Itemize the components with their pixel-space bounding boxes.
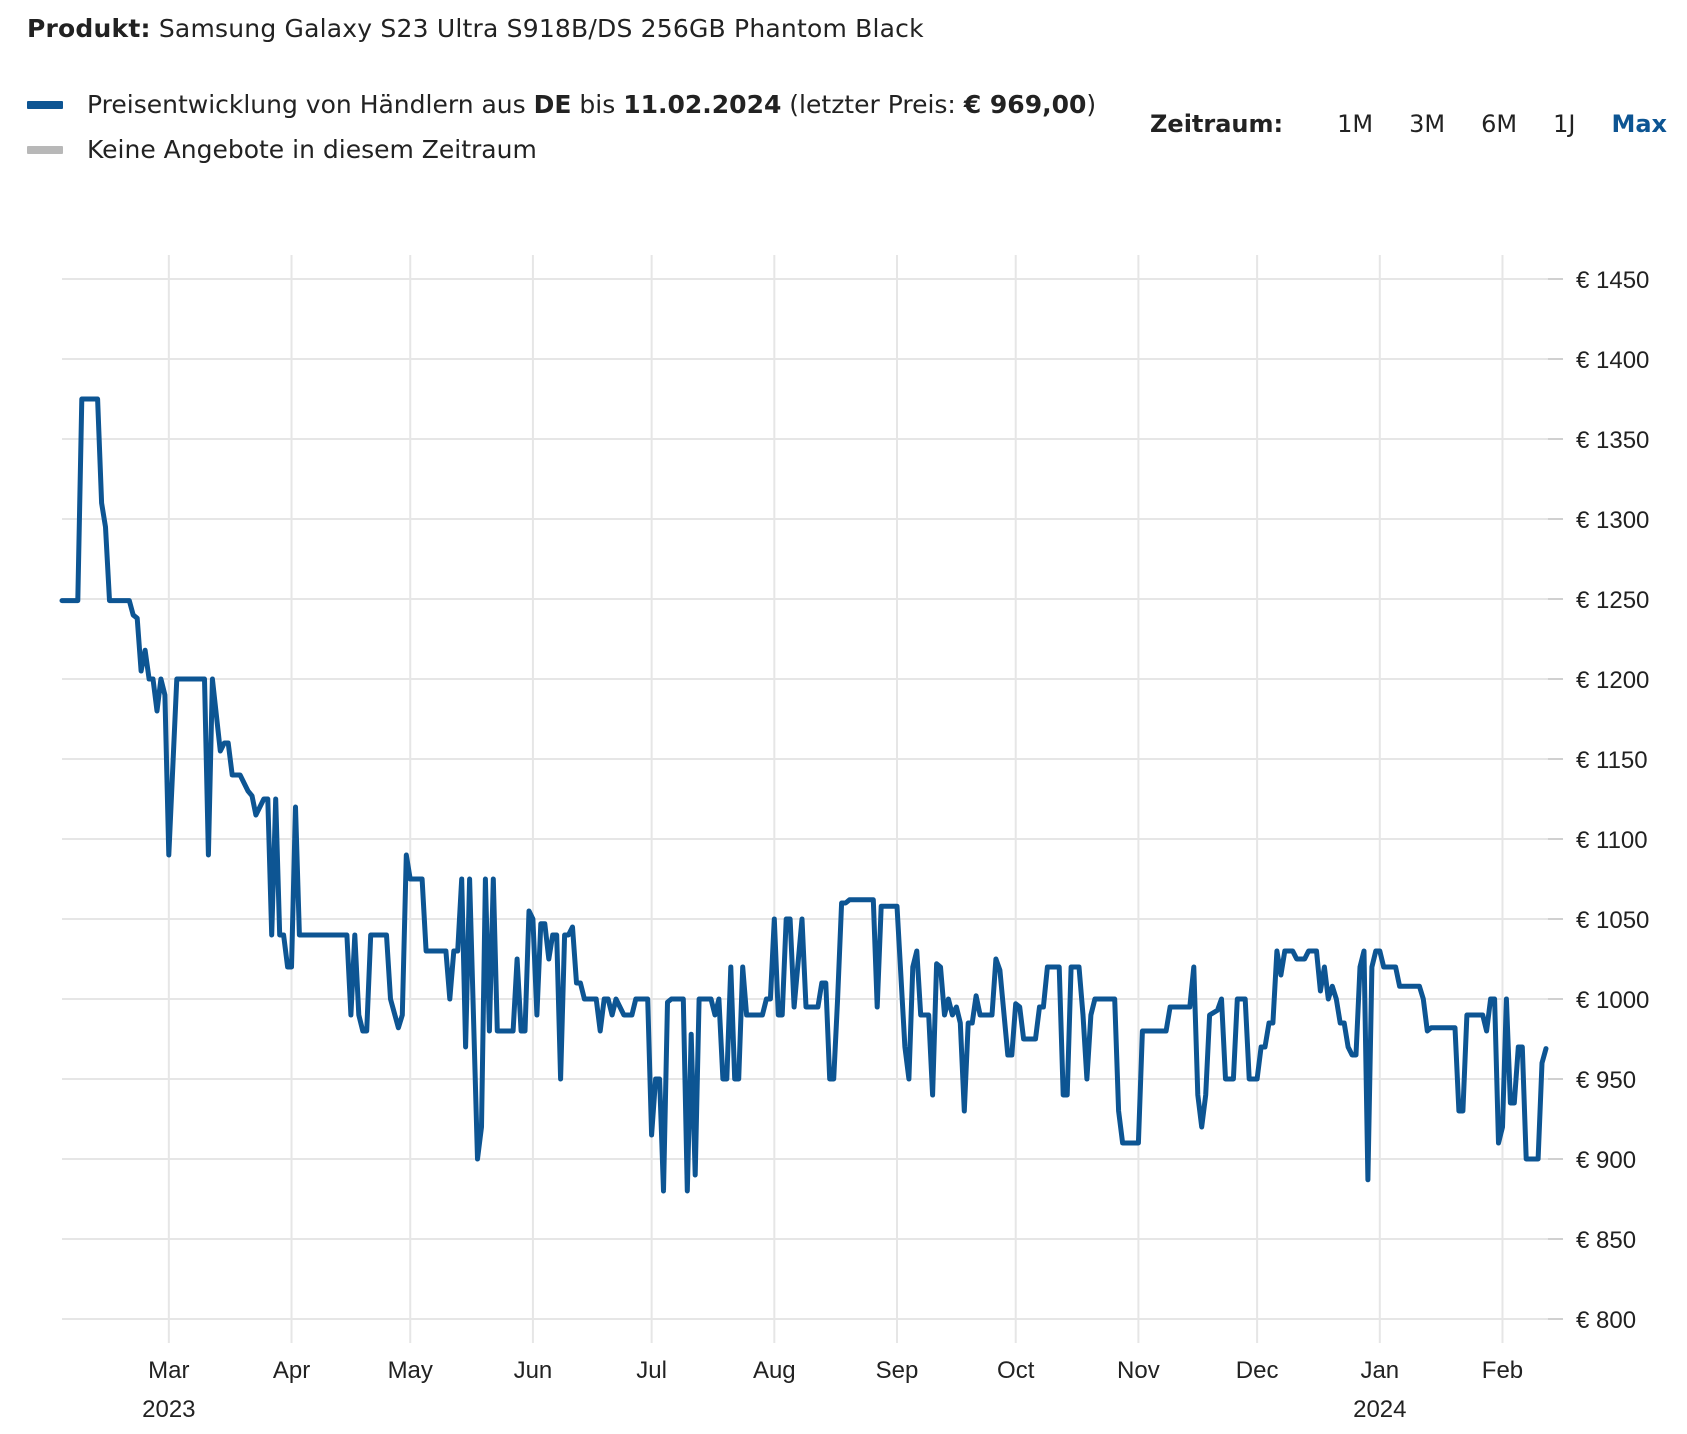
range-button-max[interactable]: Max (1611, 110, 1667, 138)
product-name: Samsung Galaxy S23 Ultra S918B/DS 256GB … (158, 14, 924, 43)
y-tick-label: € 850 (1576, 1227, 1636, 1254)
y-tick-label: € 1200 (1576, 667, 1649, 694)
legend-label-price: Preisentwicklung von Händlern aus DE bis… (87, 90, 1097, 119)
y-tick-label: € 950 (1576, 1067, 1636, 1094)
x-year-label: 2023 (142, 1396, 195, 1423)
x-tick-label: Nov (1117, 1357, 1160, 1384)
range-button-3m[interactable]: 3M (1409, 110, 1446, 138)
price-series-line (59, 396, 1549, 1194)
legend-swatch-price (27, 100, 63, 109)
x-tick-label: Apr (273, 1357, 310, 1384)
y-tick-label: € 1300 (1576, 507, 1649, 534)
range-button-1j[interactable]: 1J (1553, 110, 1576, 138)
time-range-label: Zeitraum: (1150, 110, 1284, 138)
x-tick-label: Jul (636, 1357, 667, 1384)
legend-item-price-history[interactable]: Preisentwicklung von Händlern aus DE bis… (27, 82, 1096, 127)
x-tick-label: Aug (753, 1357, 796, 1384)
time-range-selector: Zeitraum: 1M 3M 6M 1J Max (1150, 110, 1667, 138)
x-tick-label: Feb (1482, 1357, 1523, 1384)
x-tick-label: Oct (997, 1357, 1035, 1384)
y-tick-label: € 1050 (1576, 907, 1649, 934)
x-tick-label: Sep (876, 1357, 919, 1384)
x-tick-label: Jun (514, 1357, 553, 1384)
y-tick-label: € 1000 (1576, 987, 1649, 1014)
y-tick-label: € 1150 (1576, 747, 1648, 774)
y-tick-label: € 900 (1576, 1147, 1636, 1174)
x-year-label: 2024 (1353, 1396, 1406, 1423)
x-tick-label: May (388, 1357, 433, 1384)
x-tick-label: Jan (1360, 1357, 1399, 1384)
range-button-6m[interactable]: 6M (1481, 110, 1518, 138)
range-button-1m[interactable]: 1M (1337, 110, 1374, 138)
y-tick-label: € 1250 (1576, 587, 1649, 614)
x-tick-label: Mar (148, 1357, 189, 1384)
y-tick-label: € 1350 (1576, 427, 1649, 454)
x-tick-label: Dec (1236, 1357, 1279, 1384)
chart-legend: Preisentwicklung von Händlern aus DE bis… (27, 82, 1096, 172)
legend-item-no-offers[interactable]: Keine Angebote in diesem Zeitraum (27, 127, 1096, 172)
y-tick-label: € 1400 (1576, 347, 1649, 374)
y-tick-label: € 800 (1576, 1307, 1636, 1334)
product-label: Produkt: (27, 14, 151, 43)
y-tick-label: € 1450 (1576, 267, 1649, 294)
legend-label-no-offers: Keine Angebote in diesem Zeitraum (87, 135, 537, 164)
y-tick-label: € 1100 (1576, 827, 1648, 854)
legend-swatch-no-offers (27, 145, 63, 154)
product-heading: Produkt: Samsung Galaxy S23 Ultra S918B/… (27, 14, 924, 43)
